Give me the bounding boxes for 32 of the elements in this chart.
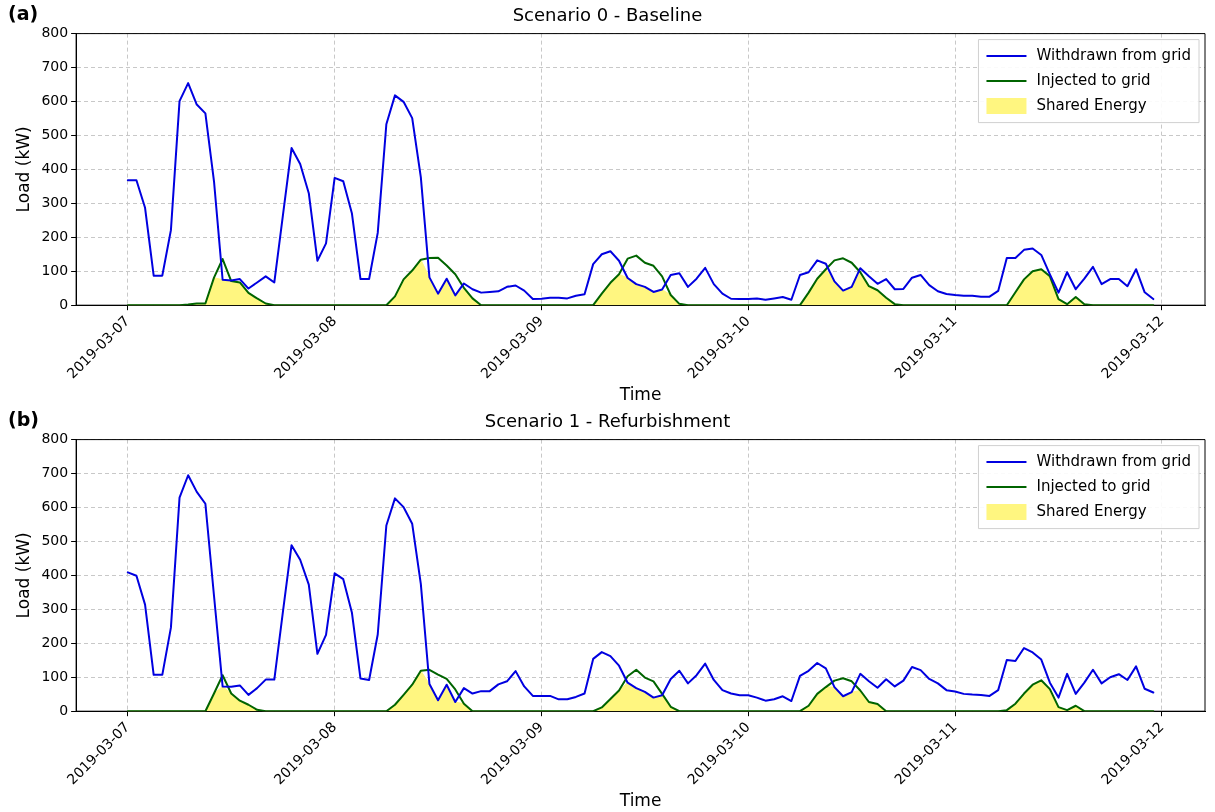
y-tick-label: 200 [41,227,69,244]
x-axis-title: Time [618,384,662,405]
x-axis-title: Time [618,790,662,811]
chart-title: Scenario 1 - Refurbishment [484,410,731,432]
y-tick-label: 700 [41,58,69,75]
y-tick-label: 700 [41,464,69,481]
y-tick-label: 200 [41,633,69,650]
legend-label: Shared Energy [1036,501,1147,520]
y-tick-label: 800 [41,24,69,41]
y-axis-title: Load (kW) [12,532,33,619]
legend-label: Withdrawn from grid [1036,45,1192,64]
legend-label: Shared Energy [1036,95,1147,114]
y-tick-label: 300 [41,193,69,210]
text: (a) [8,2,39,24]
y-tick-label: 400 [41,566,69,583]
y-tick-label: 600 [41,498,69,515]
text: (b) [8,408,39,430]
y-axis-title: Load (kW) [12,126,33,213]
y-tick-label: 0 [59,701,69,718]
y-tick-label: 800 [41,430,69,447]
y-tick-label: 300 [41,599,69,616]
y-tick-label: 500 [41,532,69,549]
y-tick-label: 100 [41,261,69,278]
y-tick-label: 500 [41,126,69,143]
y-tick-label: 0 [59,295,69,312]
legend-label: Withdrawn from grid [1036,451,1192,470]
chart-title: Scenario 0 - Baseline [512,4,703,26]
y-tick-label: 400 [41,160,69,177]
legend-label: Injected to grid [1036,476,1151,495]
y-tick-label: 100 [41,667,69,684]
legend-label: Injected to grid [1036,70,1151,89]
y-tick-label: 600 [41,92,69,109]
